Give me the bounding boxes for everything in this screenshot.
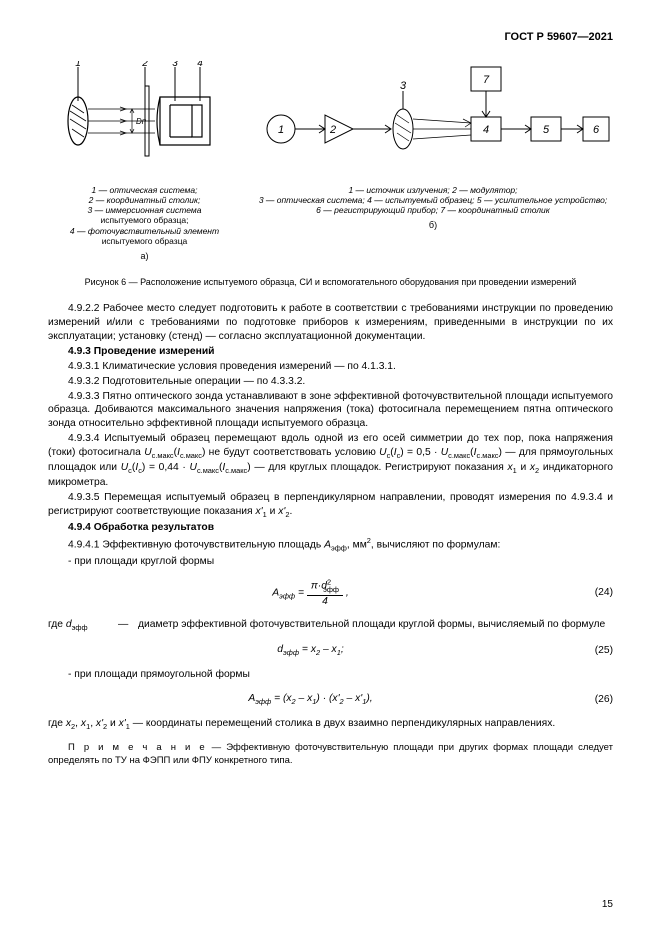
- figB-label-4: 4: [483, 124, 489, 136]
- figure-b-column: 7 1 2: [253, 61, 613, 262]
- figure-caption: Рисунок 6 — Расположение испытуемого обр…: [81, 276, 581, 288]
- figA-label-1: 1: [75, 61, 81, 69]
- figB-subletter: б): [429, 219, 437, 231]
- figA-legend: 1 — оптическая система; 2 — координатный…: [55, 185, 235, 246]
- bullet-rect: - при площади прямоугольной формы: [48, 668, 613, 682]
- figA-label-4: 4: [197, 61, 203, 69]
- doc-header: ГОСТ Р 59607—2021: [48, 30, 613, 45]
- para-4922: 4.9.2.2 Рабочее место следует подготовит…: [48, 302, 613, 344]
- figA-label-2: 2: [141, 61, 148, 69]
- section-494: 4.9.4 Обработка результатов: [48, 521, 613, 535]
- formula-24-num: (24): [573, 586, 613, 600]
- where-coords: где x2, x1, x'2 и x'1 — координаты перем…: [48, 717, 613, 732]
- formula-25: dэфф = x2 – x1; (25): [48, 643, 613, 658]
- para-4932: 4.9.3.2 Подготовительные операции — по 4…: [48, 375, 613, 389]
- figA-subletter: а): [140, 250, 148, 262]
- formula-26: Aэфф = (x2 – x1) · (x'2 – x'1), (26): [48, 692, 613, 707]
- page-number: 15: [602, 898, 613, 912]
- figB-label-5: 5: [543, 124, 550, 136]
- formula-26-num: (26): [573, 693, 613, 707]
- figA-label-3: 3: [172, 61, 178, 69]
- figB-label-1: 1: [278, 124, 284, 136]
- figure-b-svg: 7 1 2: [253, 61, 613, 181]
- note: П р и м е ч а н и е — Эффективную фоточу…: [48, 742, 613, 768]
- body-text: 4.9.2.2 Рабочее место следует подготовит…: [48, 302, 613, 568]
- formula-25-num: (25): [573, 644, 613, 658]
- figB-label-3: 3: [400, 80, 407, 92]
- where-deff: где dэфф — диаметр эффективной фоточувст…: [48, 618, 613, 633]
- figB-label-2: 2: [329, 124, 336, 136]
- para-4933: 4.9.3.3 Пятно оптического зонда устанавл…: [48, 390, 613, 432]
- figB-label-7: 7: [483, 74, 490, 86]
- para-4935: 4.9.3.5 Перемещая испытуемый образец в п…: [48, 491, 613, 520]
- para-4931: 4.9.3.1 Климатические условия проведения…: [48, 360, 613, 374]
- figB-legend: 1 — источник излучения; 2 — модулятор; 3…: [253, 185, 613, 216]
- figures-row: 1 2 3 4: [48, 61, 613, 262]
- formula-24: Aэфф = π·d2эфф 4 , (24): [48, 578, 613, 608]
- section-493: 4.9.3 Проведение измерений: [48, 345, 613, 359]
- bullet-circle: - при площади круглой формы: [48, 555, 613, 569]
- figB-label-6: 6: [593, 124, 600, 136]
- figure-a-svg: 1 2 3 4: [60, 61, 230, 181]
- para-4941: 4.9.4.1 Эффективную фоточувствительную п…: [48, 536, 613, 553]
- para-4934: 4.9.3.4 Испытуемый образец перемещают вд…: [48, 432, 613, 490]
- figA-dim-label: Dп: [136, 117, 147, 126]
- figure-a-column: 1 2 3 4: [48, 61, 241, 262]
